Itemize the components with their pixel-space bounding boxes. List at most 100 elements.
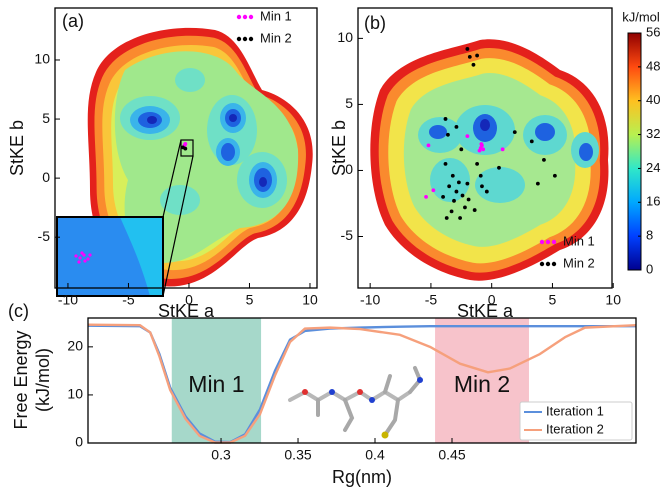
y-tick-label: 10 [34,51,50,67]
legend-marker [540,262,544,266]
scatter-point [475,54,479,58]
scatter-point [444,117,448,121]
legend-label: Min 2 [260,30,292,45]
y-tick-label: -5 [38,228,51,244]
scatter-point [455,125,459,129]
scatter-point [457,180,461,184]
colorbar-tick-label: 40 [646,92,660,107]
legend-marker [243,15,247,19]
scatter-point [463,206,467,210]
x-tick-label: 5 [246,292,254,308]
scatter-point [479,174,483,178]
legend-marker [552,262,556,266]
scatter-point [181,146,185,150]
scatter-point [479,142,483,146]
y-tick-label: 20 [67,338,83,354]
scatter-point [447,184,451,188]
y-tick-label: 10 [67,386,83,402]
y-tick-label: 5 [42,110,50,126]
scatter-point [446,133,450,137]
y-tick-label: -5 [341,227,354,243]
scatter-point [553,174,557,178]
colorbar-tick-label: 24 [646,160,660,175]
legend-label: Min 1 [260,8,292,23]
scatter-point [455,190,459,194]
legend-marker [249,37,253,41]
scatter-point [497,166,501,170]
panel-label: (c) [8,301,29,321]
x-tick-label: 10 [302,292,318,308]
colorbar-tick-label: 32 [646,126,660,141]
legend-label: Iteration 1 [546,403,604,418]
legend-marker [546,240,550,244]
legend-marker [243,37,247,41]
scatter-point [441,195,445,199]
colorbar-tick-label: 56 [646,24,660,39]
scatter-point [465,134,469,138]
scatter-point [475,162,479,166]
x-tick-label: 5 [549,292,557,308]
x-tick-label: 0.35 [284,447,311,463]
scatter-point [530,139,534,143]
scatter-point [501,147,505,151]
legend-marker [249,15,253,19]
y-tick-label: 5 [345,95,353,111]
panel-label: (a) [62,11,84,31]
scatter-point [478,149,482,153]
scatter-point [473,208,477,212]
colorbar-label: kJ/mol [622,9,660,24]
x-tick-label: -10 [58,292,78,308]
scatter-point [465,47,469,51]
x-tick-label: 0.3 [211,447,231,463]
legend-marker [237,37,241,41]
legend-label: Min 1 [563,233,595,248]
scatter-point [513,130,517,134]
scatter-point [450,209,454,213]
x-tick-label: 0.4 [365,447,385,463]
legend-marker [546,262,550,266]
scatter-point [452,199,456,203]
scatter-point [444,162,448,166]
scatter-point [424,195,428,199]
y-tick-label: 0 [75,434,83,450]
legend-label: Iteration 2 [546,421,604,436]
y-tick-label: 10 [337,29,353,45]
scatter-point [459,147,463,151]
colorbar-tick-label: 0 [646,261,653,276]
y-tick-label: 0 [42,169,50,185]
scatter-point [458,216,462,220]
legend-marker [540,240,544,244]
scatter-point [480,184,484,188]
legend-marker [552,240,556,244]
panel-label: (b) [364,13,386,33]
x-tick-label: 10 [605,292,621,308]
scatter-point [451,174,455,178]
colorbar-tick-label: 16 [646,194,660,209]
scatter-point [465,182,469,186]
molecule-image [290,368,423,439]
scatter-point [445,216,449,220]
y-axis-label: StKE b [7,120,27,176]
y-axis-label: StKE b [329,120,349,176]
scatter-point [468,55,472,59]
colorbar-tick-label: 48 [646,58,660,73]
region-label: Min 2 [454,371,510,397]
scatter-point [427,143,431,147]
colorbar [628,33,641,270]
x-tick-label: -10 [360,292,380,308]
figure: -10-50510-50510(a)StKE aStKE bMin 1Min 2… [0,0,665,489]
y-axis-label: (kJ/mol) [33,348,53,412]
scatter-point [485,190,489,194]
x-axis-label: Rg(nm) [332,467,392,487]
scatter-point [542,158,546,162]
scatter-point [467,198,471,202]
x-tick-label: -5 [122,292,135,308]
x-tick-label: -5 [425,292,438,308]
scatter-point [472,63,476,67]
scatter-point [536,182,540,186]
scatter-point [461,194,465,198]
scatter-point [431,188,435,192]
region-label: Min 1 [188,371,244,397]
x-tick-label: 0.45 [438,447,465,463]
colorbar-tick-label: 8 [646,228,653,243]
